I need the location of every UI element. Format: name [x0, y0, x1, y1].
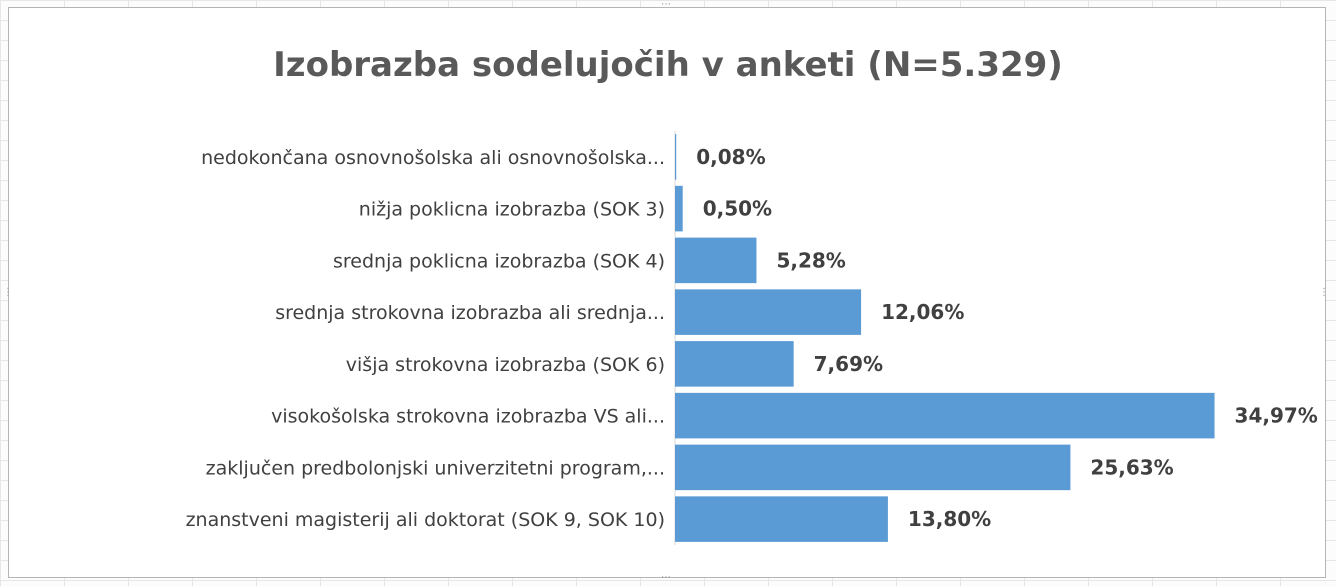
data-label: 13,80%	[908, 507, 991, 531]
category-label: znanstveni magisterij ali doktorat (SOK …	[186, 509, 665, 531]
bar[interactable]	[675, 237, 757, 284]
category-label: srednja poklicna izobrazba (SOK 4)	[333, 250, 665, 272]
bar[interactable]	[675, 444, 1071, 491]
bar[interactable]	[675, 134, 677, 180]
category-label: srednja strokovna izobrazba ali srednja.…	[275, 302, 665, 324]
category-label: višja strokovna izobrazba (SOK 6)	[346, 354, 665, 376]
bars-layer: nedokončana osnovnošolska ali osnovnošol…	[186, 131, 1318, 545]
bar[interactable]	[675, 341, 794, 387]
bar[interactable]	[675, 496, 888, 542]
category-label: nižja poklicna izobrazba (SOK 3)	[359, 199, 665, 221]
data-label: 7,69%	[814, 352, 883, 376]
bar[interactable]	[675, 185, 683, 232]
resize-handle-top[interactable]: ⋯	[661, 0, 671, 10]
category-label: nedokončana osnovnošolska ali osnovnošol…	[201, 147, 665, 169]
data-label: 12,06%	[881, 300, 964, 324]
chart-title: Izobrazba sodelujočih v anketi (N=5.329)	[273, 45, 1063, 85]
bar[interactable]	[675, 392, 1215, 439]
data-label: 5,28%	[776, 248, 845, 272]
resize-handle-left[interactable]: ⋮	[3, 287, 13, 298]
category-label: visokošolska strokovna izobrazba VS ali.…	[271, 406, 665, 428]
bar[interactable]	[675, 289, 862, 335]
resize-handle-bottom[interactable]: ⋯	[661, 572, 671, 583]
chart-area[interactable]: ⋯ ⋯ ⋮ ⋮	[3, 0, 1329, 583]
resize-handle-right[interactable]: ⋮	[1319, 287, 1329, 298]
data-label: 0,08%	[696, 145, 765, 169]
data-label: 34,97%	[1235, 404, 1318, 428]
data-label: 25,63%	[1090, 455, 1173, 479]
data-label: 0,50%	[703, 197, 772, 221]
category-label: zaključen predbolonjski univerzitetni pr…	[206, 457, 665, 479]
